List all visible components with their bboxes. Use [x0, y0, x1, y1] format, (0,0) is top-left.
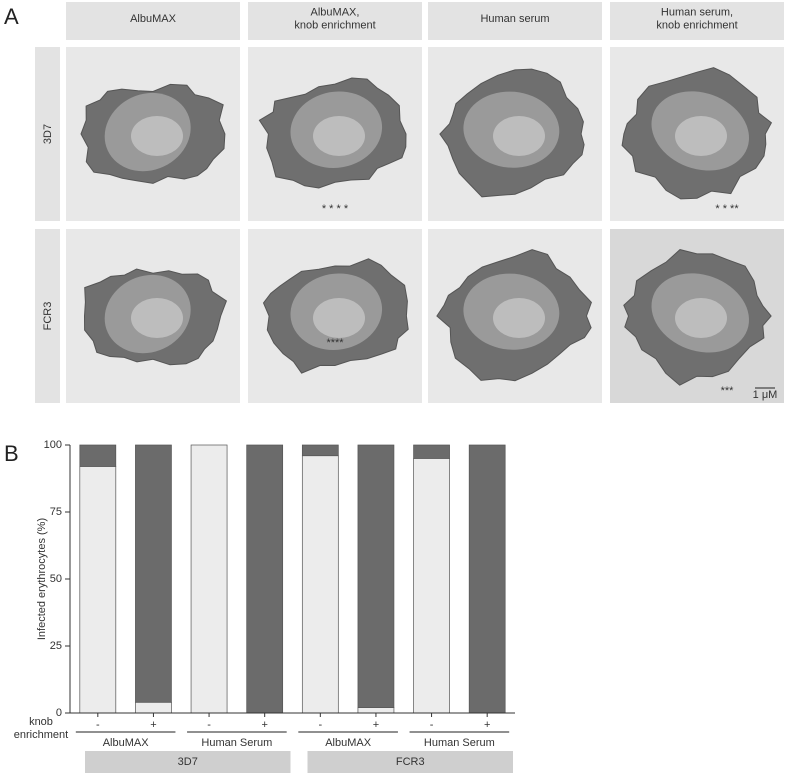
bar-segment [413, 458, 450, 714]
bar-segment [301, 444, 339, 457]
row-header [35, 47, 60, 221]
panel-letter: A [4, 4, 19, 29]
y-tick-label: 100 [44, 439, 62, 451]
row-header [35, 229, 60, 403]
column-header [248, 2, 422, 40]
parasite-interior [493, 116, 545, 156]
parasite-interior [131, 116, 183, 156]
parasite-interior [131, 298, 183, 338]
column-header [428, 2, 602, 40]
scale-bar-label: 1 μM [753, 389, 778, 401]
strain-label: FCR3 [396, 756, 425, 768]
bar-segment [413, 444, 450, 459]
knob-markers: * * ** [715, 203, 739, 215]
x-tick-label: + [150, 719, 156, 731]
row-header-text: 3D7 [42, 124, 54, 144]
group-label: Human Serum [201, 737, 272, 749]
x-tick-label: + [373, 719, 379, 731]
y-tick-label: 0 [56, 707, 62, 719]
bar-segment [357, 707, 395, 714]
bar-segment [190, 444, 228, 714]
column-header [66, 2, 240, 40]
bar-segment [135, 701, 172, 714]
category-axis-label: knob enrichment [13, 716, 69, 741]
column-header-text: AlbuMAX [130, 13, 177, 25]
x-tick-label: - [318, 719, 322, 731]
y-axis-label: Infected erythrocytes (%) [36, 518, 48, 640]
y-tick-label: 25 [50, 640, 62, 652]
group-label: Human Serum [424, 737, 495, 749]
column-header-text: Human serum [480, 13, 549, 25]
group-label: AlbuMAX [325, 737, 372, 749]
parasite-interior [493, 298, 545, 338]
x-tick-label: + [261, 719, 267, 731]
parasite-interior [313, 116, 365, 156]
strain-box [85, 751, 291, 773]
x-tick-label: - [207, 719, 211, 731]
y-tick-label: 75 [50, 506, 62, 518]
column-header-text: Human serum, knob enrichment [656, 6, 737, 31]
parasite-interior [675, 116, 727, 156]
group-label: AlbuMAX [103, 737, 150, 749]
bar-segment [301, 455, 339, 714]
knob-markers: *** [721, 385, 735, 397]
parasite-interior [675, 298, 727, 338]
bar-segment [246, 444, 284, 714]
column-header [610, 2, 784, 40]
x-tick-label: - [430, 719, 434, 731]
strain-label: 3D7 [178, 756, 198, 768]
knob-markers: **** [326, 337, 344, 349]
bar-segment [79, 444, 117, 467]
panel-letter: B [4, 441, 19, 466]
bar-segment [357, 444, 395, 708]
y-tick-label: 50 [50, 573, 62, 585]
row-header-text: FCR3 [42, 302, 54, 331]
knob-markers: * * * * [322, 203, 349, 215]
x-tick-label: - [96, 719, 100, 731]
bar-segment [135, 444, 172, 703]
bar-segment [79, 466, 117, 714]
x-tick-label: + [484, 719, 490, 731]
column-header-text: AlbuMAX, knob enrichment [294, 6, 375, 31]
parasite-interior [313, 298, 365, 338]
bar-segment [468, 444, 506, 714]
strain-box [307, 751, 513, 773]
